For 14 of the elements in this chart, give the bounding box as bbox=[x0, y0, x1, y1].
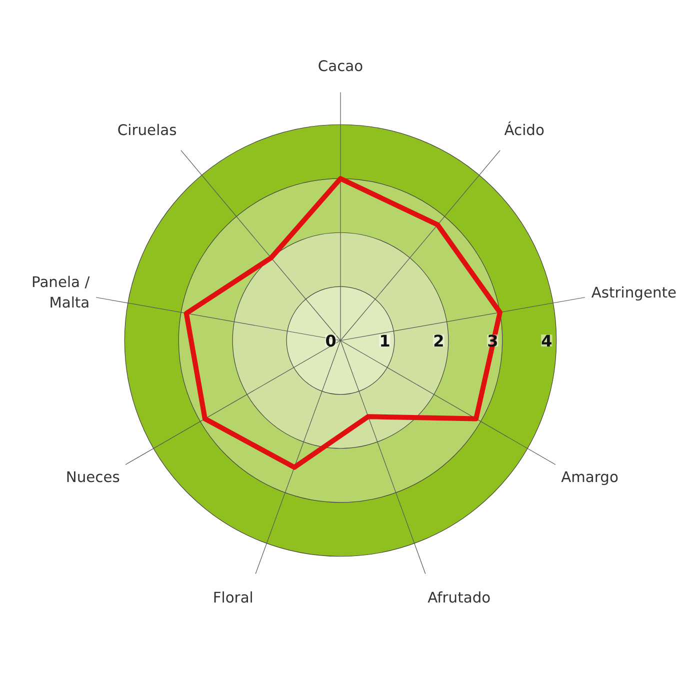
spoke-label: Amargo bbox=[561, 469, 618, 486]
spoke-label: Ácido bbox=[504, 120, 544, 139]
spoke-label: Floral bbox=[212, 590, 254, 607]
y-tick-label: 2 bbox=[433, 332, 444, 350]
y-tick-label: 4 bbox=[541, 332, 552, 350]
spoke-label: Cacao bbox=[318, 58, 364, 75]
spoke-label: Afrutado bbox=[428, 590, 491, 607]
y-tick-label: 0 bbox=[325, 332, 336, 350]
spoke-label: Ciruelas bbox=[117, 122, 177, 139]
y-tick-label: 1 bbox=[379, 332, 390, 350]
y-tick-label: 3 bbox=[487, 332, 498, 350]
spoke-label: Astringente bbox=[591, 284, 677, 302]
spoke-label: Panela / Malta bbox=[32, 274, 90, 312]
spoke-label: Nueces bbox=[66, 469, 120, 486]
